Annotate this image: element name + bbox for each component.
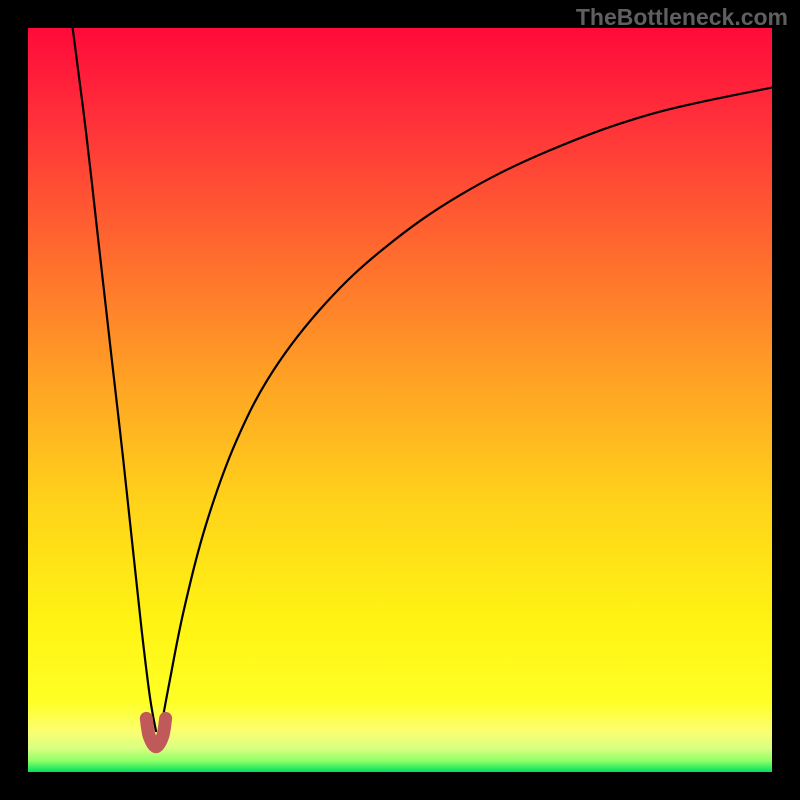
gradient-background	[28, 28, 772, 772]
watermark-text: TheBottleneck.com	[576, 4, 788, 31]
plot-area	[28, 28, 772, 772]
chart-svg	[28, 28, 772, 772]
